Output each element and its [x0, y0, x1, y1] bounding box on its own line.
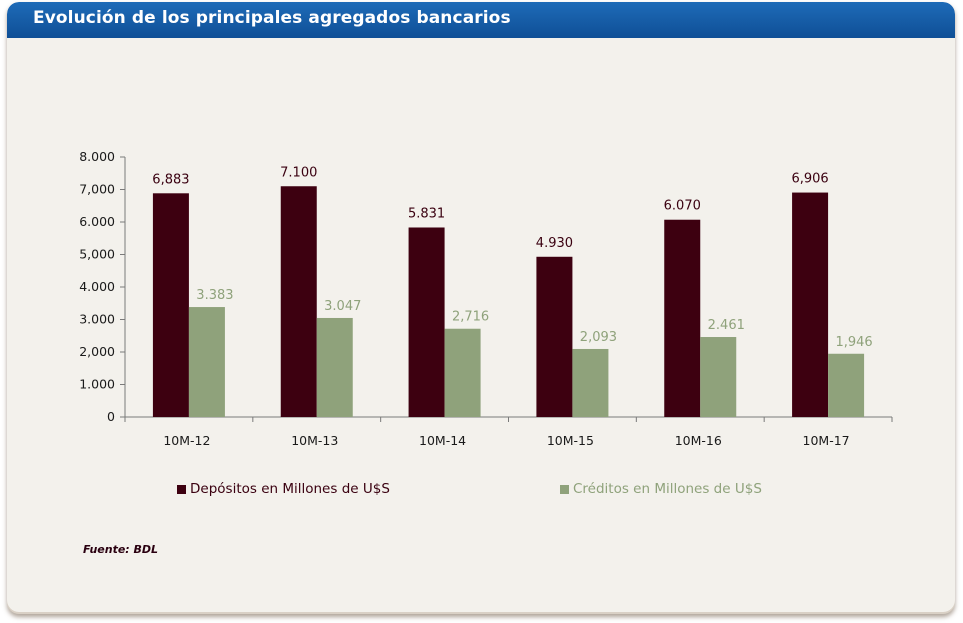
y-tick-label: 7,000 — [79, 182, 115, 197]
chart-panel: Evolución de los principales agregados b… — [7, 2, 955, 614]
y-tick-label: 1.000 — [79, 377, 115, 392]
data-label-creditos: 2,093 — [580, 330, 617, 345]
data-label-depositos: 6,883 — [152, 172, 189, 187]
bar-depositos — [664, 219, 701, 417]
data-label-creditos: 2.461 — [708, 318, 745, 333]
legend-label-creditos: Créditos en Millones de U$S — [573, 481, 762, 497]
bar-depositos — [792, 192, 829, 417]
legend-creditos: Créditos en Millones de U$S — [560, 481, 762, 497]
bar-creditos — [828, 353, 865, 417]
x-category-label: 10M-13 — [291, 433, 338, 448]
data-label-creditos: 2,716 — [452, 310, 489, 325]
legend-depositos: Depósitos en Millones de U$S — [177, 481, 390, 497]
data-label-depositos: 7.100 — [280, 165, 317, 180]
legend-swatch-creditos — [560, 484, 569, 494]
bar-creditos — [700, 337, 737, 417]
bar-depositos — [152, 193, 189, 417]
x-category-label: 10M-12 — [163, 433, 210, 448]
data-label-creditos: 3.383 — [196, 288, 233, 303]
bar-creditos — [572, 348, 609, 417]
bars — [152, 186, 865, 417]
x-category-label: 10M-14 — [419, 433, 466, 448]
legend-label-depositos: Depósitos en Millones de U$S — [190, 481, 390, 497]
x-category-label: 10M-16 — [675, 433, 722, 448]
bar-creditos — [316, 317, 353, 417]
x-category-label: 10M-17 — [803, 433, 850, 448]
bar-creditos — [444, 328, 481, 417]
bar-depositos — [280, 186, 317, 417]
bar-depositos — [408, 227, 445, 417]
bar-chart: 0 1.000 2,000 3.000 4.000 5,000 6.000 7,000 8.00… — [79, 149, 893, 448]
y-tick-label: 6.000 — [79, 214, 115, 229]
y-tick-label: 8.000 — [79, 149, 115, 164]
data-label-depositos: 6.070 — [664, 199, 701, 214]
chart-title: Evolución de los principales agregados b… — [33, 8, 511, 28]
data-label-creditos: 3.047 — [324, 299, 361, 314]
data-label-depositos: 6,906 — [791, 172, 828, 187]
x-category-label: 10M-15 — [547, 433, 594, 448]
legend-swatch-depositos — [177, 484, 186, 494]
source-note: Fuente: BDL — [83, 543, 159, 556]
y-tick-label: 3.000 — [79, 312, 115, 327]
data-label-creditos: 1,946 — [835, 335, 872, 350]
title-bar: Evolución de los principales agregados b… — [7, 2, 955, 38]
data-label-depositos: 5.831 — [408, 206, 445, 221]
y-tick-label: 5,000 — [79, 247, 115, 262]
y-tick-label: 2,000 — [79, 344, 115, 359]
axes: 0 1.000 2,000 3.000 4.000 5,000 6.000 7,000 8.00… — [79, 149, 893, 448]
bar-depositos — [536, 256, 573, 417]
bar-creditos — [188, 307, 225, 417]
y-tick-label: 4.000 — [79, 279, 115, 294]
data-labels: 6,883 3.383 7.100 3.047 5.831 2,716 4.930 2,093… — [152, 165, 872, 350]
data-label-depositos: 4.930 — [536, 236, 573, 251]
y-tick-label: 0 — [107, 409, 115, 424]
